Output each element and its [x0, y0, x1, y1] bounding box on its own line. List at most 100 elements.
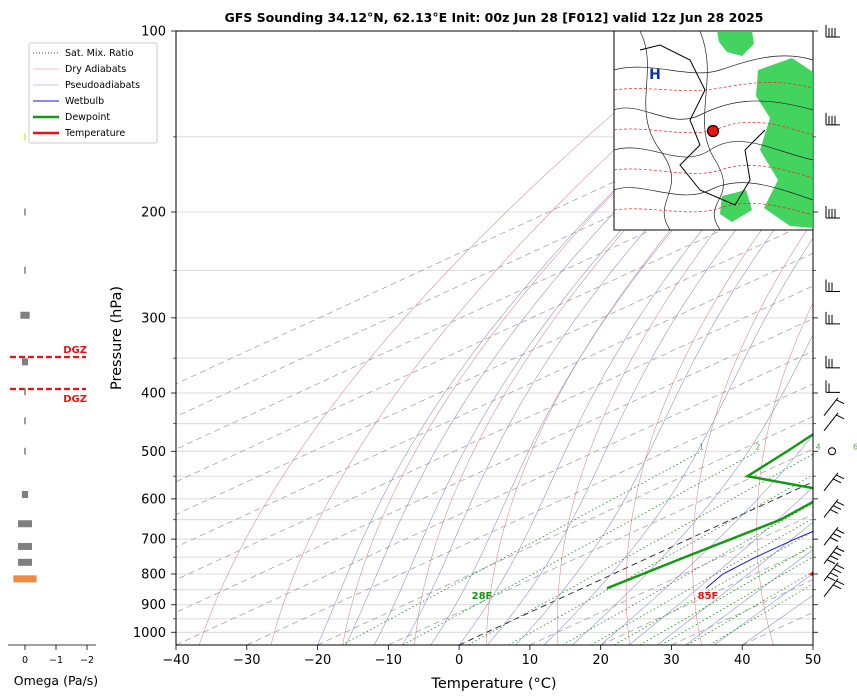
dry-adiabat-line [819, 31, 857, 645]
isotherm-line [176, 155, 813, 450]
inset-map-green-south [720, 190, 752, 222]
inset-map-location-marker [706, 124, 720, 138]
mixing-ratio-line [590, 518, 813, 645]
y-tick-label: 600 [141, 492, 166, 507]
mixing-ratio-line [508, 474, 813, 645]
pseudoadiabat-line [345, 136, 689, 645]
inset-map: H [613, 30, 814, 231]
omega-bar [20, 311, 30, 319]
dry-adiabat-line [270, 31, 749, 645]
isotherm-line [388, 448, 813, 645]
pseudoadiabat-line [685, 549, 813, 645]
mixing-ratio-label: 4 [816, 442, 821, 451]
inset-map-dashed-2 [613, 121, 814, 136]
inset-map-dashed-3 [613, 165, 814, 179]
mixing-ratio-line [341, 450, 702, 645]
y-tick-label: 500 [141, 445, 166, 460]
wind-barb [828, 447, 836, 456]
inset-map-contour-5 [639, 30, 672, 231]
y-tick-label: 200 [141, 205, 166, 220]
omega-tick-label-1: −1 [49, 655, 63, 666]
pseudoadiabat-line [373, 136, 710, 645]
pseudoadiabat-line [317, 136, 670, 645]
pseudoadiabat-line [402, 136, 732, 645]
y-axis-label: Pressure (hPa) [109, 286, 125, 390]
pseudoadiabat-line [458, 136, 784, 645]
mixing-ratio-line [402, 450, 759, 645]
mixing-ratio-label: 2 [755, 442, 760, 451]
dry-adiabat-line [557, 114, 813, 645]
omega-axis-label: Omega (Pa/s) [14, 673, 98, 688]
mixing-ratio-line [614, 530, 813, 645]
dry-adiabat-line [486, 73, 813, 645]
wind-barb [823, 578, 845, 598]
pseudoadiabat-line [543, 237, 813, 645]
legend-label-dewpoint: Dewpoint [65, 112, 110, 123]
y-tick-label: 300 [141, 311, 166, 326]
wind-barb [823, 527, 845, 546]
omega-bar [21, 490, 29, 498]
omega-bar [24, 447, 26, 455]
mixing-ratio-line [562, 502, 813, 645]
pseudoadiabat-line [572, 334, 813, 645]
omega-dgz-label-top: DGZ [63, 345, 87, 356]
omega-bar [18, 520, 32, 528]
wind-barb [825, 25, 840, 38]
omega-bar [24, 388, 26, 396]
dry-adiabat-line [756, 302, 813, 645]
wind-barb [825, 311, 840, 325]
mixing-ratio-label: 6 [853, 442, 857, 451]
dry-adiabat-line [414, 38, 813, 645]
mixing-ratio-line [468, 453, 813, 645]
omega-panel: DGZ DGZ 0 −1 −2 Omega (Pa/s) [8, 133, 98, 688]
wind-barb [825, 355, 840, 369]
dry-adiabat-line [342, 31, 785, 645]
mixing-ratio-line [660, 556, 813, 645]
inset-map-high-label: H [649, 67, 661, 83]
mixing-ratio-labels: 124610131620243036 [699, 442, 857, 451]
isotherm-line [176, 220, 813, 515]
inset-map-contour-4 [613, 182, 814, 201]
inset-map-contour-1 [613, 55, 814, 74]
legend-label-dry-adiabats: Dry Adiabats [65, 64, 126, 75]
omega-bar [21, 358, 29, 366]
pseudoadiabat-line [600, 434, 813, 645]
omega-bar [24, 133, 26, 141]
x-tick-label: 10 [522, 653, 539, 668]
pseudoadiabat-line [430, 136, 757, 645]
omega-dgz-label-bottom: DGZ [63, 394, 87, 405]
omega-tick-label-0: 0 [22, 655, 28, 666]
y-tick-label: 400 [141, 386, 166, 401]
mixing-ratio-label: 1 [699, 442, 704, 451]
wind-barb [825, 205, 840, 219]
x-axis-label: Temperature (°C) [430, 676, 556, 692]
wind-barb [823, 562, 845, 582]
inset-map-contour-2 [613, 100, 814, 120]
isotherm-line [176, 252, 813, 548]
inset-map-dashed-4 [613, 203, 814, 216]
legend-label-temperature: Temperature [64, 128, 125, 139]
x-tick-label: 20 [592, 653, 609, 668]
legend: Sat. Mix. Ratio Dry Adiabats Pseudoadiab… [28, 42, 158, 144]
isotherm-line [176, 350, 813, 645]
legend-box [28, 42, 158, 144]
wind-barb [825, 279, 840, 292]
inset-map-coastline [639, 44, 766, 206]
legend-label-pseudoadiabats: Pseudoadiabats [65, 80, 140, 91]
omega-bar [24, 417, 26, 425]
x-tick-label: 40 [734, 653, 751, 668]
isotherm-line [176, 187, 813, 483]
x-tick-label: 30 [663, 653, 680, 668]
dry-adiabat-line [198, 31, 712, 645]
x-tick-label: 50 [805, 653, 822, 668]
pseudoadiabat-line [487, 136, 813, 645]
wind-barb [823, 472, 845, 492]
isotherm-line [317, 416, 813, 645]
x-tick-label: −10 [375, 653, 402, 668]
dry-adiabat-line [692, 220, 813, 645]
isotherm-line [176, 318, 813, 613]
inset-map-dashed-1 [613, 82, 814, 91]
legend-label-wetbulb: Wetbulb [65, 96, 104, 107]
wind-barb [825, 380, 840, 393]
